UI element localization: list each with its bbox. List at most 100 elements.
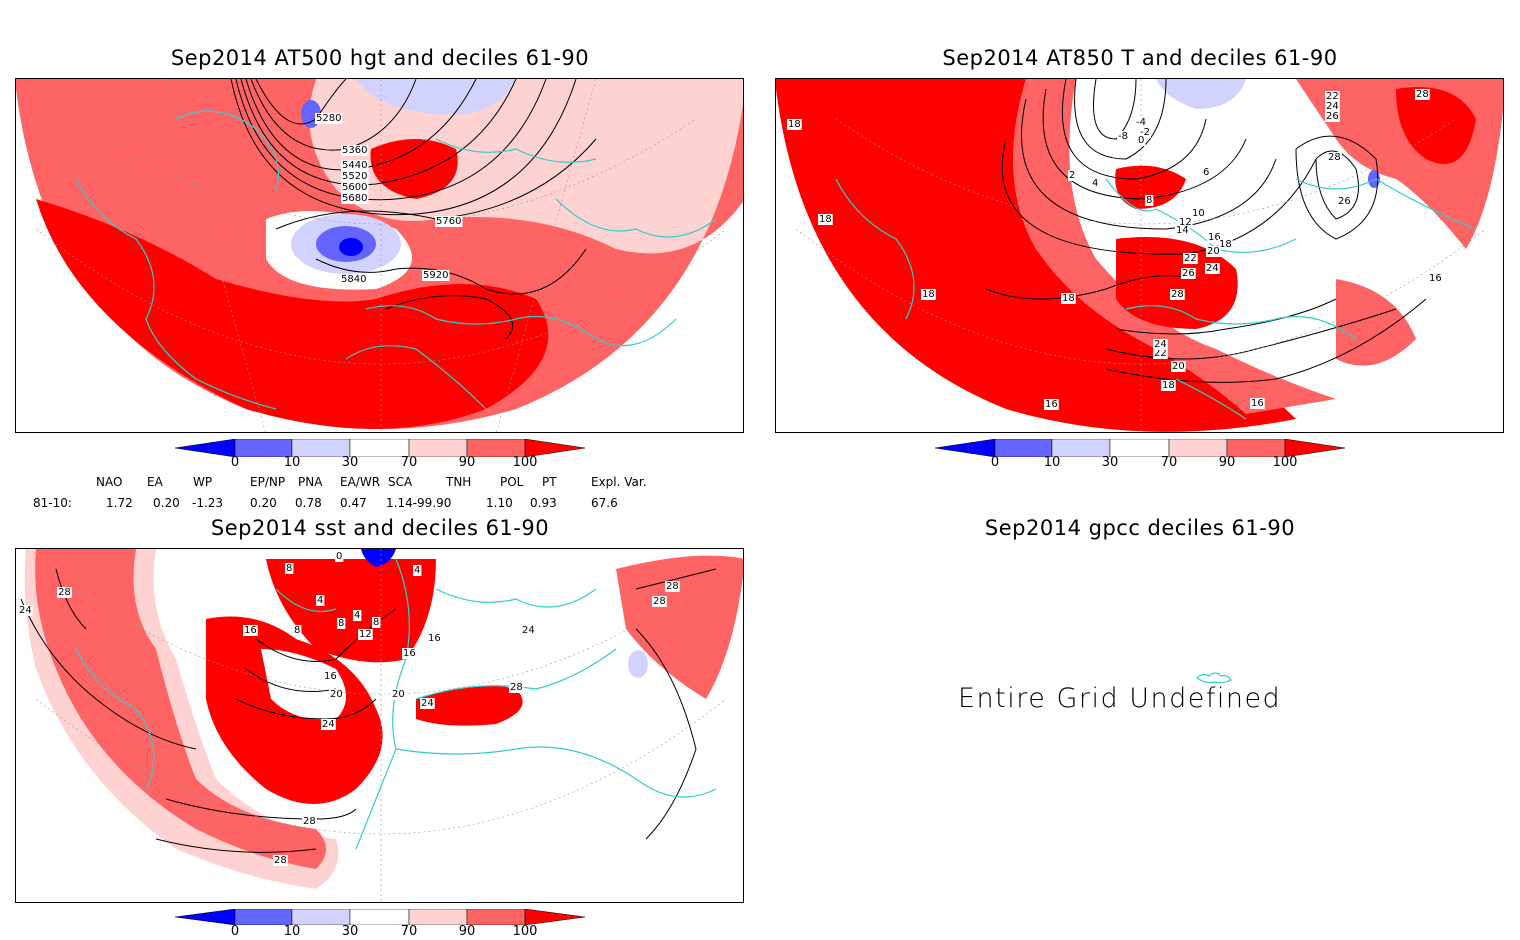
contour-label-box (1091, 178, 1100, 189)
colorbar-tick-label: 70 (400, 924, 418, 939)
contour-label-box (1191, 208, 1206, 219)
contour-label: 28 (1416, 89, 1429, 100)
colorbar-tick-label: 100 (1272, 455, 1298, 470)
contour-label: 22 (1326, 91, 1339, 102)
contour-label: 24 (1326, 101, 1339, 112)
decile-field-white (261, 649, 346, 720)
contour-label-box (1139, 127, 1151, 138)
colorbar-tick-label: 100 (512, 455, 538, 470)
contour-label-box (358, 629, 373, 640)
colorbar-hgt500: 0 10 30 70 90 100 (174, 438, 586, 473)
contour-label: 4 (317, 595, 323, 606)
coastlines (75, 110, 717, 410)
contour-label-box (340, 274, 368, 285)
contour-label-box (341, 193, 369, 204)
contour-label-box (273, 855, 288, 866)
colorbar-tick-label: 10 (283, 924, 301, 939)
index-header: EP/NP (250, 475, 286, 489)
index-value: 67.6 (591, 496, 618, 510)
index-value: 0.47 (340, 496, 367, 510)
contour-label-box (57, 587, 72, 598)
index-header: NAO (96, 475, 123, 489)
decile-field-deep-red-north (266, 559, 436, 663)
index-header: Expl. Var. (591, 475, 647, 489)
sst-map-canvas: 24 28 16 16 20 24 28 28 8 4 8 8 4 12 8 1… (16, 549, 743, 902)
contour-label-box (1206, 246, 1221, 257)
contour-label: 5360 (342, 145, 367, 156)
contour-label: 20 (392, 689, 405, 700)
hgt500-map-canvas: 5280 5360 5440 5520 5600 5680 5760 5840 … (16, 79, 743, 432)
contour-label-box (521, 625, 536, 636)
contour-label-box (402, 648, 417, 659)
contour-label-box (420, 698, 435, 709)
map-panel-t850: 18 18 18 18 16 16 16 -8 -4 -2 0 2 4 6 8 … (775, 78, 1504, 433)
index-header: WP (193, 475, 213, 489)
decile-field-mid-red (1013, 79, 1336, 414)
contour-label: 18 (819, 214, 832, 225)
contour-label: 12 (1179, 217, 1192, 228)
panel-title-hgt500: Sep2014 AT500 hgt and deciles 61-90 (170, 46, 590, 70)
colorbar-tick-label: 10 (1043, 455, 1061, 470)
contour-label-box (413, 565, 422, 576)
contour-label-box (1137, 135, 1146, 146)
contour-label-box (1175, 225, 1190, 236)
index-header: EA (147, 475, 163, 489)
contour-label: 28 (666, 581, 679, 592)
contour-label-box (1178, 217, 1193, 228)
contour-label: 16 (1208, 232, 1221, 243)
contour-label-box (341, 145, 369, 156)
panel-title-t850: Sep2014 AT850 T and deciles 61-90 (942, 46, 1338, 70)
decile-field-blue-north (356, 79, 516, 115)
contour-label: 8 (1146, 195, 1152, 206)
contour-label-box (1207, 232, 1222, 243)
contour-label-box (1161, 380, 1176, 391)
t850-map-canvas: 18 18 18 18 16 16 16 -8 -4 -2 0 2 4 6 8 … (776, 79, 1503, 432)
contour-label-box (18, 605, 33, 616)
index-value: 0.93 (530, 496, 557, 510)
contour-label: -8 (1118, 131, 1128, 142)
contour-label-box (427, 633, 442, 644)
colorbar-tick-label: 0 (230, 924, 240, 939)
contour-labels-t850: 18 18 18 18 16 16 16 -8 -4 -2 0 2 4 6 8 … (787, 89, 1443, 410)
index-row-label: 81-10: (33, 496, 72, 510)
decile-field-deep-blue (339, 238, 363, 256)
contour-label-box (1337, 196, 1352, 207)
index-value: -1.23 (192, 496, 224, 510)
decile-field-mid-red (35, 549, 327, 869)
contour-label: 5600 (342, 182, 367, 193)
contour-label-box (1428, 273, 1443, 284)
colorbar-tick-label: 90 (458, 924, 476, 939)
contour-label-box (1135, 117, 1147, 128)
colorbar-tick-label: 90 (1218, 455, 1236, 470)
contour-label: 20 (1172, 361, 1185, 372)
contour-label-box (652, 596, 667, 607)
colorbar-tick-label: 10 (283, 455, 301, 470)
contour-label: 16 (324, 671, 337, 682)
contour-label-box (335, 551, 344, 562)
contour-label: 20 (1207, 246, 1220, 257)
colorbar-tick-label: 30 (341, 455, 359, 470)
index-value: 1.10 (486, 496, 513, 510)
contour-label-box (353, 610, 362, 621)
contour-label-box (337, 618, 346, 629)
contour-label: 18 (1062, 293, 1075, 304)
contour-label: 26 (1338, 196, 1351, 207)
sst-contours (20, 568, 717, 853)
contour-label: 26 (1326, 111, 1339, 122)
contour-label: 16 (428, 633, 441, 644)
contour-label-box (665, 581, 680, 592)
contour-label-box (329, 689, 344, 700)
contour-label-box (1202, 167, 1211, 178)
contour-label: 28 (510, 682, 523, 693)
contour-label-box (1183, 253, 1198, 264)
contour-label: 24 (522, 625, 535, 636)
contour-label: 20 (330, 689, 343, 700)
contour-label: 10 (1192, 208, 1205, 219)
contour-label: 5920 (423, 270, 448, 281)
contour-label: 24 (19, 605, 32, 616)
contour-label: 2 (1069, 170, 1075, 181)
index-header: PT (542, 475, 557, 489)
contour-label-box (787, 119, 802, 130)
contour-label-box (293, 625, 302, 636)
contour-label: 6 (1203, 167, 1209, 178)
